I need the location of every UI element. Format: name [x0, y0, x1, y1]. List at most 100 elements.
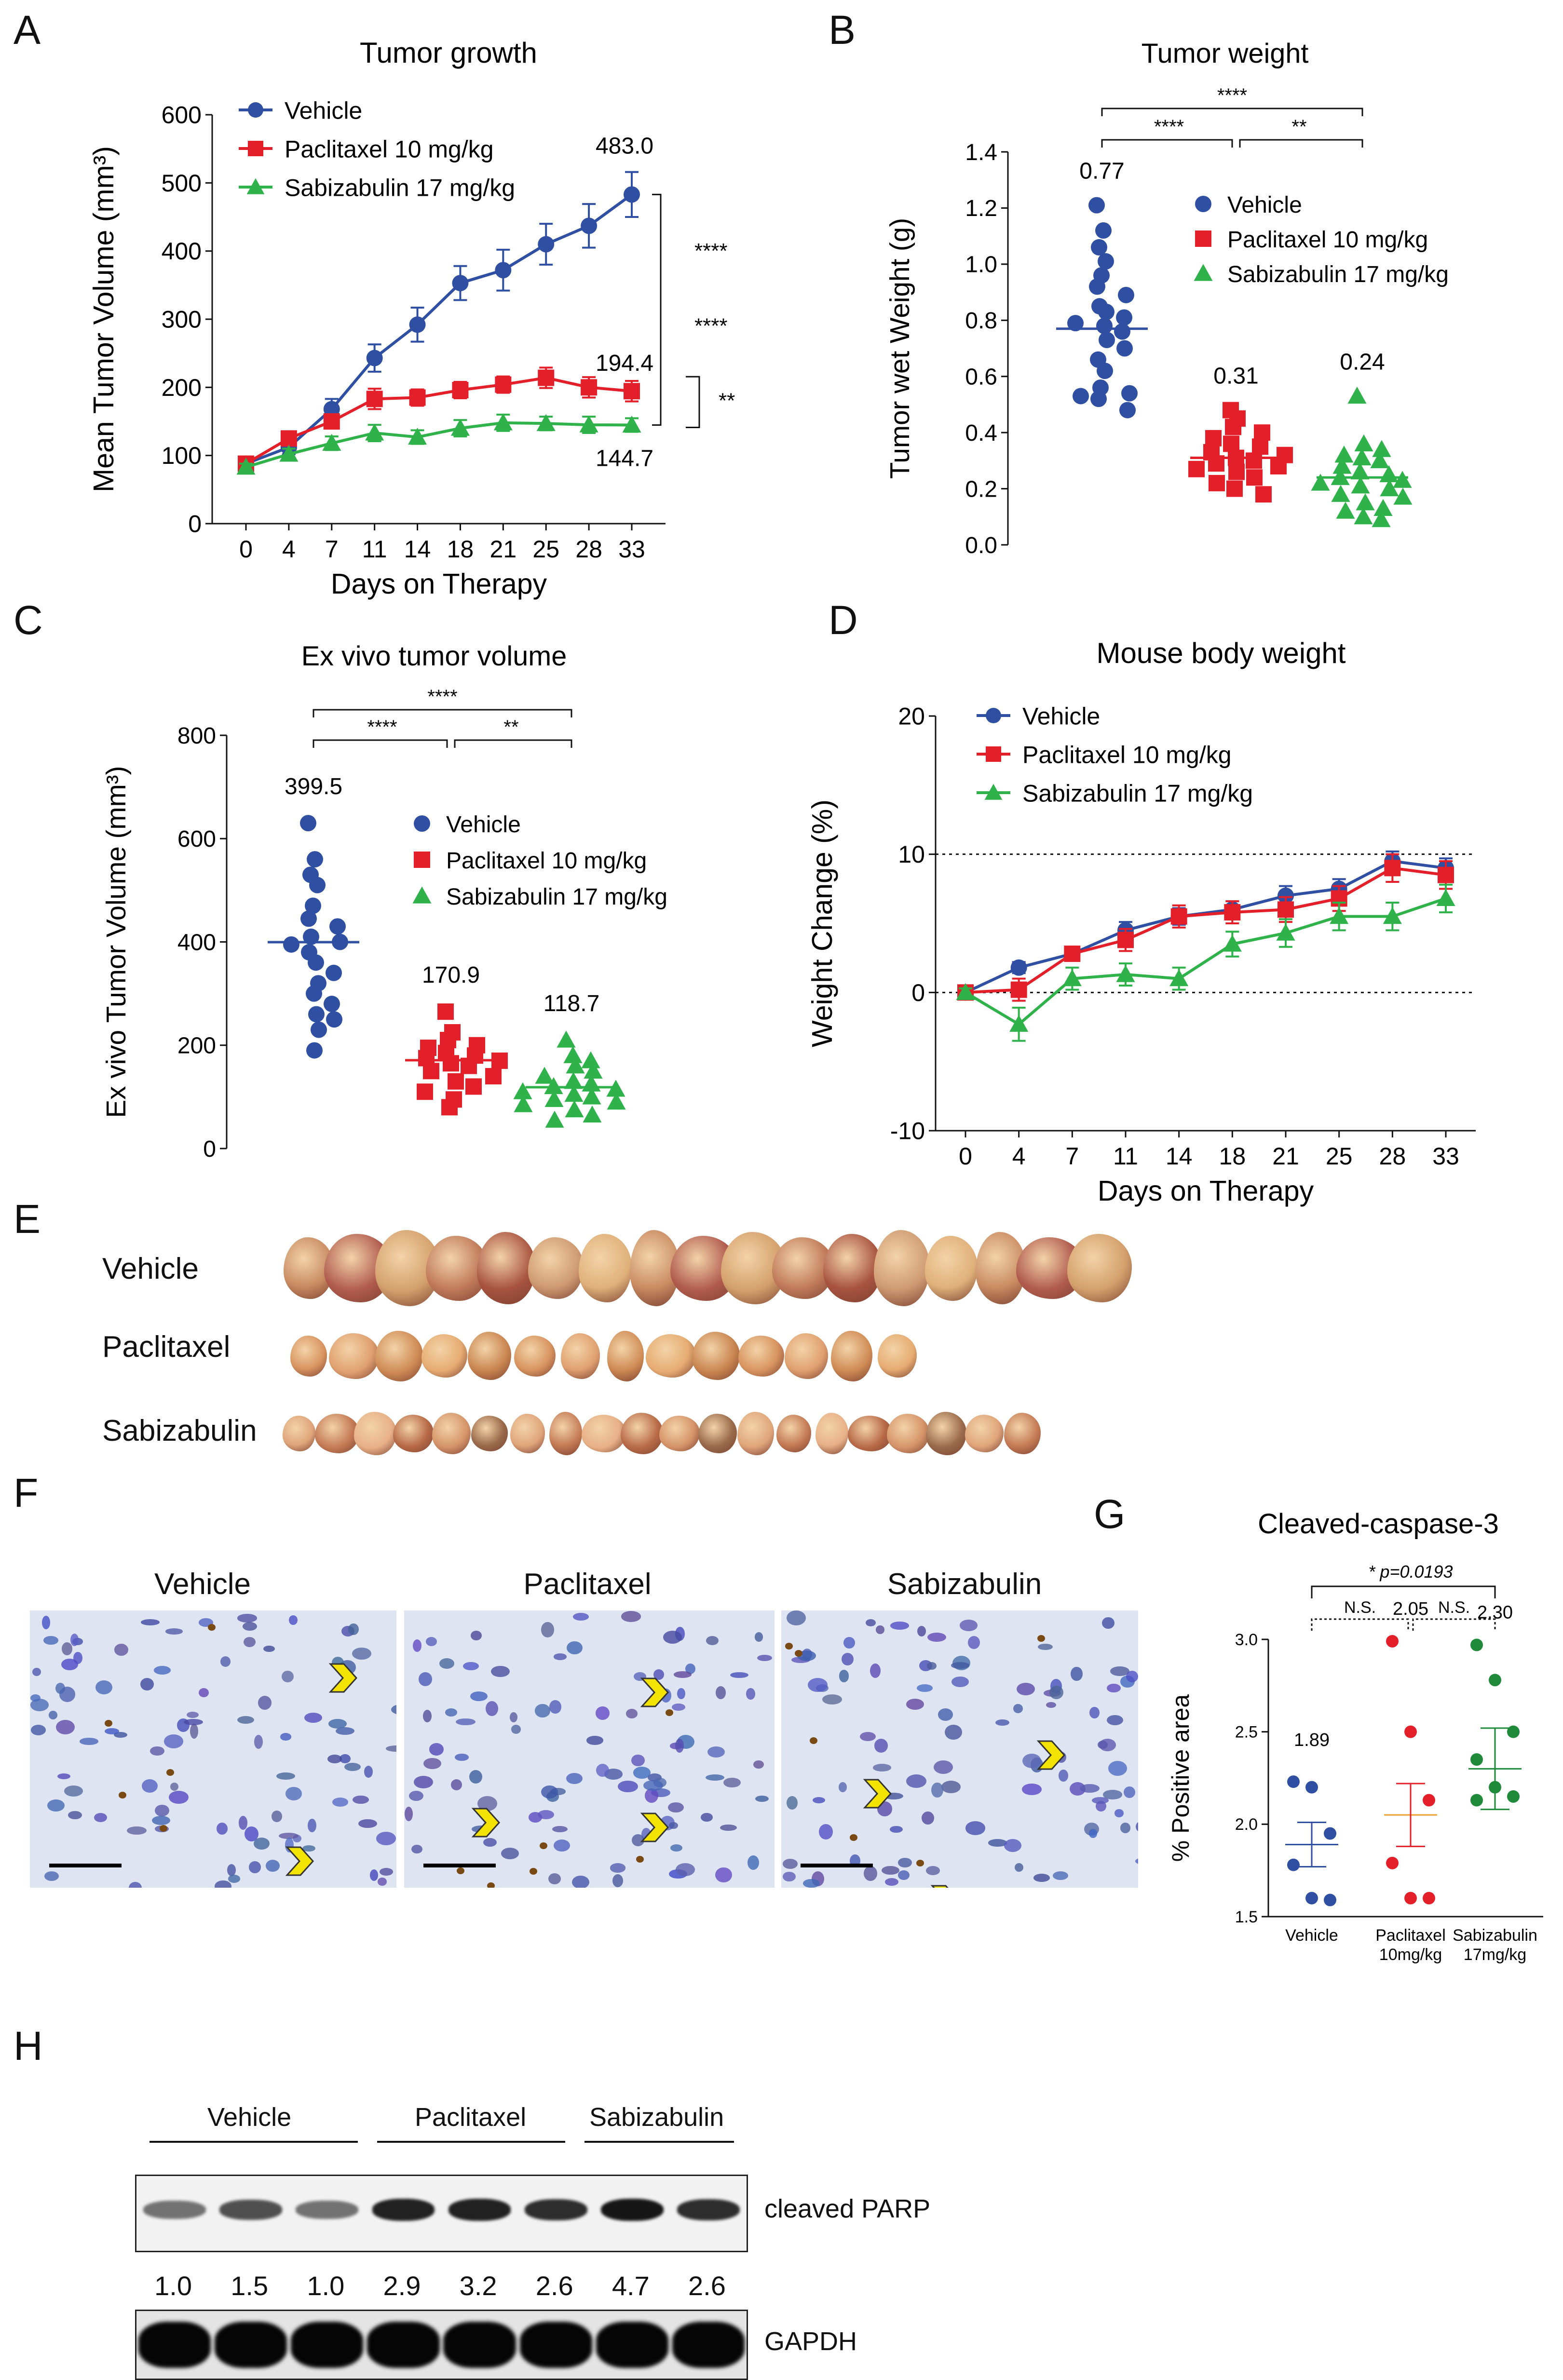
data-point: [1254, 424, 1270, 441]
cell-nucleus: [170, 1783, 178, 1791]
cell-nucleus: [573, 1613, 589, 1621]
data-point: [1423, 1892, 1435, 1905]
tumor-specimen: [290, 1336, 327, 1377]
band-label-gapdh: GAPDH: [764, 2326, 857, 2356]
cell-nucleus: [1004, 1839, 1021, 1852]
cell-nucleus: [455, 1754, 469, 1761]
row-label-sabizabulin: Sabizabulin: [102, 1414, 257, 1448]
cell-nucleus: [411, 1845, 422, 1853]
data-point: [324, 413, 340, 430]
cell-nucleus: [429, 1743, 444, 1756]
cell-nucleus: [245, 1826, 258, 1841]
x-tick-label: 25: [1326, 1143, 1353, 1170]
cell-nucleus: [541, 1785, 558, 1799]
cell-nucleus: [423, 1710, 432, 1722]
blot-band: [520, 2322, 592, 2368]
cell-nucleus: [535, 1704, 550, 1717]
cell-nucleus: [190, 1724, 198, 1739]
x-tick-label: 14: [1166, 1143, 1193, 1170]
cell-nucleus: [586, 1736, 603, 1744]
data-point: [1470, 1639, 1483, 1651]
panel-letter-g: G: [1094, 1491, 1125, 1538]
data-point: [495, 262, 511, 278]
sig-label: **: [503, 717, 518, 738]
cell-nucleus: [68, 1811, 82, 1820]
legend-label: Paclitaxel 10 mg/kg: [1227, 227, 1428, 253]
x-tick-label: 21: [1272, 1143, 1299, 1170]
row-label-vehicle: Vehicle: [102, 1252, 199, 1286]
cell-nucleus: [941, 1781, 961, 1793]
sig-label-right: N.S.: [1438, 1598, 1470, 1617]
legend-marker: [412, 886, 431, 903]
cell-nucleus: [839, 1782, 847, 1792]
sig-bracket: [1312, 1619, 1408, 1631]
data-point: [1116, 340, 1133, 357]
cell-nucleus: [244, 1637, 256, 1647]
band-quant-label: 2.6: [528, 2270, 581, 2301]
cell-nucleus: [995, 1719, 1009, 1726]
data-point: [624, 186, 640, 203]
blot-band: [219, 2200, 282, 2219]
y-tick-label: 2.5: [1235, 1723, 1258, 1742]
yellow-arrowhead-icon: [283, 1844, 317, 1878]
ihc-title-paclitaxel: Paclitaxel: [404, 1567, 771, 1601]
x-tick-label: 4: [1012, 1143, 1026, 1170]
wb-group-vehicle: Vehicle: [207, 2102, 291, 2132]
cell-nucleus: [57, 1773, 70, 1779]
data-point: [581, 1051, 600, 1068]
ihc-image-paclitaxel: [404, 1610, 775, 1888]
cell-nucleus: [885, 1878, 899, 1886]
yellow-arrowhead-icon: [1034, 1738, 1068, 1772]
cell-nucleus: [215, 1880, 231, 1888]
cell-nucleus: [677, 1688, 685, 1699]
cell-nucleus: [276, 1772, 295, 1780]
cell-nucleus: [155, 1805, 169, 1816]
cell-nucleus: [364, 1766, 373, 1778]
cell-nucleus: [701, 1813, 712, 1822]
cell-nucleus: [938, 1708, 953, 1721]
data-point: [1209, 475, 1225, 491]
tumor-photo-panel: Vehicle Paclitaxel Sabizabulin: [0, 1225, 1563, 1466]
cell-nucleus: [631, 1755, 644, 1766]
y-axis-label: Ex vivo Tumor Volume (mm³): [101, 766, 132, 1118]
sig-bracket: [455, 740, 571, 748]
y-tick-label: 800: [177, 723, 216, 749]
cell-nucleus: [621, 1611, 641, 1622]
cell-nucleus: [1107, 1715, 1123, 1726]
data-point: [1116, 309, 1132, 325]
cell-nucleus: [675, 1739, 684, 1753]
cell-nucleus: [445, 1708, 457, 1717]
cell-nucleus: [62, 1642, 72, 1655]
x-tick-label: 0: [959, 1143, 972, 1170]
y-tick-label: 0.4: [965, 420, 997, 446]
y-tick-label: 3.0: [1235, 1631, 1258, 1649]
sig-label: ****: [694, 239, 728, 263]
series-line: [246, 423, 632, 467]
data-point: [1089, 278, 1105, 295]
data-point: [581, 379, 597, 395]
band-quant-label: 4.7: [604, 2270, 657, 2301]
data-point: [1096, 318, 1113, 334]
cell-nucleus: [663, 1631, 682, 1644]
cell-nucleus: [755, 1796, 769, 1802]
data-point: [1119, 402, 1136, 419]
cell-nucleus: [501, 1848, 519, 1859]
group-value-label: 0.31: [1213, 364, 1258, 389]
x-tick-label: 28: [1379, 1143, 1406, 1170]
chart-title: Cleaved-caspase-3: [1258, 1508, 1499, 1540]
data-point: [1324, 1827, 1336, 1840]
blot-band: [367, 2322, 439, 2368]
cell-nucleus: [1017, 1683, 1035, 1695]
x-tick-label: 10mg/kg: [1379, 1946, 1442, 1964]
cell-nucleus: [618, 1781, 638, 1792]
data-point: [1171, 908, 1187, 925]
cell-nucleus: [463, 1662, 479, 1671]
cell-nucleus: [165, 1628, 183, 1634]
legend-label: Sabizabulin 17 mg/kg: [285, 175, 515, 202]
tumor-specimen: [965, 1415, 1004, 1452]
data-point: [1205, 430, 1222, 446]
y-tick-label: 200: [162, 374, 202, 401]
positive-stain: [208, 1624, 216, 1631]
cell-nucleus: [839, 1670, 849, 1682]
